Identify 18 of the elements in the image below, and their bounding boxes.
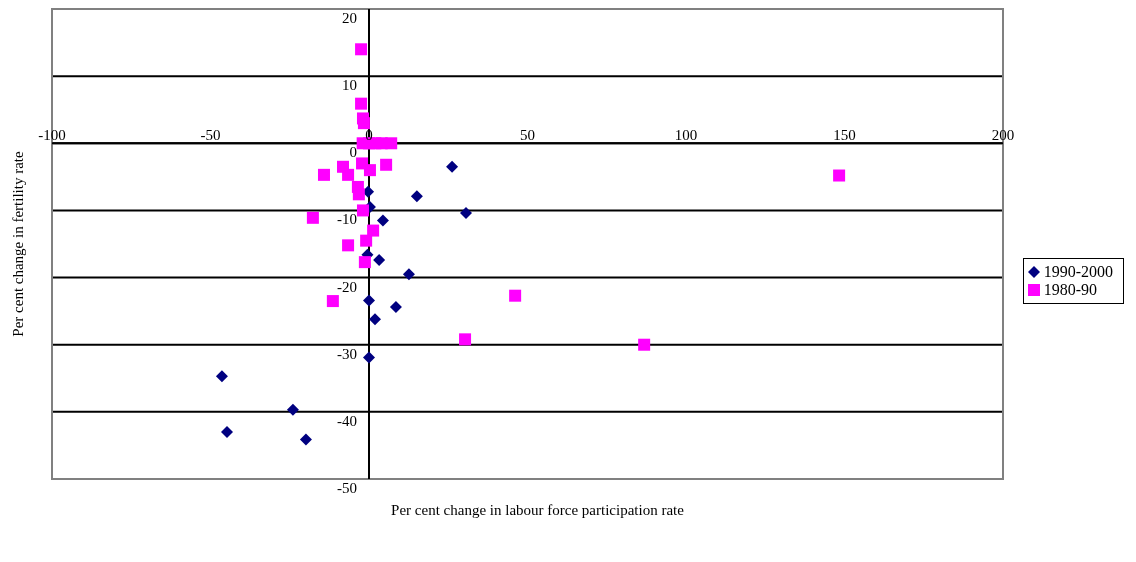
legend-label: 1990-2000 xyxy=(1043,263,1113,281)
y-tick-label: -30 xyxy=(337,345,357,362)
y-tick-label: -40 xyxy=(337,412,357,429)
x-tick-label: 150 xyxy=(833,126,856,143)
x-axis-title: Per cent change in labour force participation rate xyxy=(391,502,685,518)
y-tick-label: -50 xyxy=(337,480,357,496)
x-tick-label: -50 xyxy=(200,126,221,143)
y-tick-label: -20 xyxy=(337,278,357,295)
y-axis-title: Per cent change in fertility rate xyxy=(10,151,27,337)
y-tick-label: -10 xyxy=(337,211,357,228)
y-tick-label: 0 xyxy=(349,144,357,161)
x-tick-label: 100 xyxy=(674,126,698,143)
x-tick-label: 200 xyxy=(991,126,1015,143)
x-tick-label: -100 xyxy=(38,126,66,143)
legend-label: 1980-90 xyxy=(1043,281,1097,299)
y-tick-label: 10 xyxy=(342,77,357,94)
y-tick-label: 20 xyxy=(342,10,357,26)
x-tick-label: 50 xyxy=(520,126,535,143)
